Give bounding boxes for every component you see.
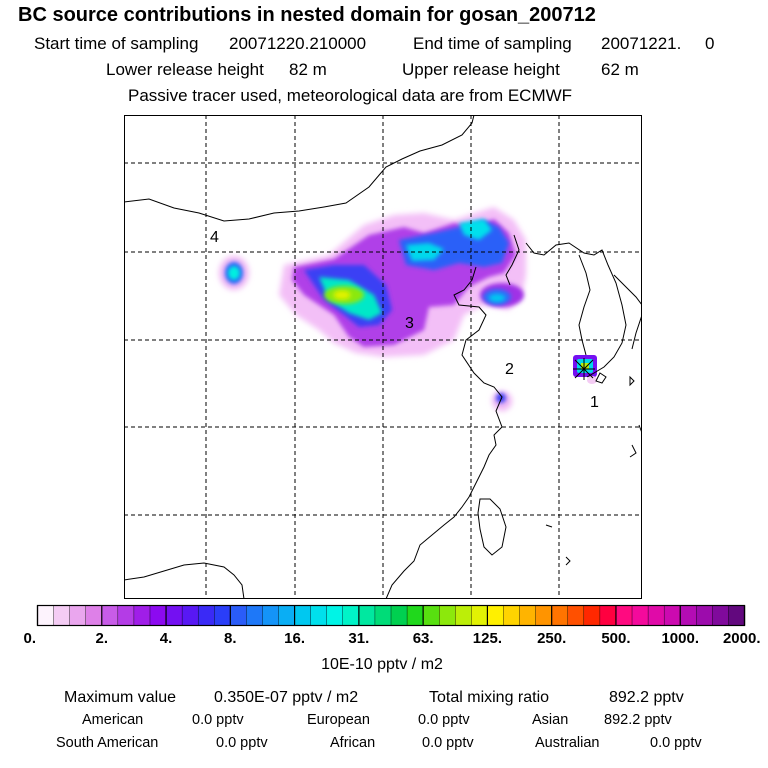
colorbar-cell bbox=[390, 605, 408, 626]
lower-height-label: Lower release height bbox=[106, 60, 264, 79]
source-contribution-map: 1 2 3 4 bbox=[124, 115, 642, 599]
colorbar-cell bbox=[599, 605, 617, 626]
south-american-value: 0.0 pptv bbox=[216, 735, 268, 751]
colorbar-cell bbox=[439, 605, 456, 626]
colorbar-cell bbox=[567, 605, 585, 626]
colorbar-cell bbox=[101, 605, 119, 626]
total-mixing-value: 892.2 pptv bbox=[609, 689, 684, 706]
colorbar-cell bbox=[165, 605, 183, 626]
colorbar-cell bbox=[310, 605, 328, 626]
colorbar-cell bbox=[680, 605, 697, 626]
colorbar-cell bbox=[712, 605, 730, 626]
colorbar-cell bbox=[503, 605, 521, 626]
colorbar-tick-label: 31. bbox=[348, 630, 369, 647]
lower-height-value: 82 m bbox=[289, 60, 327, 79]
colorbar-tick-labels: 0. 2. 4. 8. 16. 31. 63. 125. 250. 500. 1000. 2000. bbox=[24, 630, 761, 647]
colorbar-cell bbox=[535, 605, 553, 626]
colorbar-cell bbox=[728, 605, 746, 626]
colorbar-tick-label: 250. bbox=[537, 630, 566, 647]
european-value: 0.0 pptv bbox=[418, 712, 470, 728]
european-label: European bbox=[307, 712, 370, 728]
upper-height-value: 62 m bbox=[601, 60, 639, 79]
map-frame bbox=[124, 115, 642, 599]
receptor-star-icon bbox=[573, 358, 595, 380]
colorbar-cell bbox=[246, 605, 264, 626]
colorbar-tick-label: 0. bbox=[24, 630, 37, 647]
colorbar-cell bbox=[278, 605, 296, 626]
colorbar-cell bbox=[471, 605, 489, 626]
african-value: 0.0 pptv bbox=[422, 735, 474, 751]
region-label-2: 2 bbox=[505, 361, 514, 378]
colorbar-cell bbox=[487, 605, 505, 626]
colorbar-tick-label: 2. bbox=[96, 630, 109, 647]
colorbar-cell bbox=[181, 605, 199, 626]
end-time-value: 20071221. 0 bbox=[601, 34, 715, 53]
asian-label: Asian bbox=[532, 712, 569, 728]
colorbar-cell bbox=[342, 605, 360, 626]
coastlines bbox=[124, 115, 642, 599]
figure-title: BC source contributions in nested domain… bbox=[18, 4, 596, 26]
colorbar: 0. 2. 4. 8. 16. 31. 63. 125. 250. 500. 1000. 2000. … bbox=[24, 604, 761, 673]
colorbar-cell bbox=[519, 605, 537, 626]
start-time-label: Start time of sampling bbox=[34, 34, 199, 53]
american-value: 0.0 pptv bbox=[192, 712, 244, 728]
colorbar-tick-label: 2000. bbox=[723, 630, 761, 647]
colorbar-cell bbox=[374, 605, 392, 626]
colorbar-tick-label: 63. bbox=[413, 630, 434, 647]
colorbar-cell bbox=[406, 605, 424, 626]
colorbar-cell bbox=[262, 605, 280, 626]
lat-lon-grid bbox=[124, 115, 642, 599]
colorbar-tick-label: 1000. bbox=[661, 630, 699, 647]
end-time-label: End time of sampling bbox=[413, 34, 572, 53]
max-value: 0.350E-07 pptv / m2 bbox=[214, 689, 359, 706]
colorbar-cell bbox=[117, 605, 135, 626]
region-label-1: 1 bbox=[590, 394, 599, 411]
colorbar-tick-label: 16. bbox=[284, 630, 305, 647]
colorbar-cell bbox=[294, 605, 312, 626]
colorbar-cell bbox=[696, 605, 713, 626]
colorbar-cell bbox=[647, 605, 665, 626]
start-time-value: 20071220.210000 bbox=[229, 34, 367, 53]
colorbar-cell bbox=[37, 605, 55, 626]
colorbar-cell bbox=[631, 605, 649, 626]
colorbar-cell bbox=[663, 605, 681, 626]
colorbar-frame bbox=[36, 604, 746, 627]
plume-peak bbox=[324, 286, 364, 304]
colorbar-cell bbox=[197, 605, 215, 626]
colorbar-tick-label: 125. bbox=[473, 630, 502, 647]
australian-value: 0.0 pptv bbox=[650, 735, 702, 751]
asian-value: 892.2 pptv bbox=[604, 712, 672, 728]
colorbar-cell bbox=[615, 605, 633, 626]
colorbar-cell bbox=[326, 605, 344, 626]
colorbar-major-ticks bbox=[36, 605, 746, 626]
colorbar-tick-label: 8. bbox=[224, 630, 237, 647]
colorbar-cell bbox=[422, 605, 440, 626]
colorbar-cell bbox=[85, 605, 103, 626]
colorbar-tick-label: 4. bbox=[160, 630, 173, 647]
max-value-label: Maximum value bbox=[64, 689, 177, 706]
colorbar-cell bbox=[133, 605, 151, 626]
upper-height-label: Upper release height bbox=[402, 60, 560, 79]
region-label-3: 3 bbox=[405, 315, 414, 332]
colorbar-cell bbox=[230, 605, 247, 626]
colorbar-cell bbox=[149, 605, 167, 626]
australian-label: Australian bbox=[535, 735, 600, 751]
colorbar-cell bbox=[358, 605, 376, 626]
african-label: African bbox=[330, 735, 376, 751]
colorbar-cell bbox=[455, 605, 472, 626]
colorbar-tick-label: 500. bbox=[601, 630, 630, 647]
colorbar-cell bbox=[583, 605, 601, 626]
colorbar-cell bbox=[69, 605, 87, 626]
region-label-4: 4 bbox=[210, 229, 219, 246]
colorbar-unit: 10E-10 pptv / m2 bbox=[321, 656, 443, 673]
south-american-label: South American bbox=[56, 735, 159, 751]
american-label: American bbox=[82, 712, 144, 728]
total-mixing-label: Total mixing ratio bbox=[429, 689, 550, 706]
tracer-note: Passive tracer used, meteorological data… bbox=[128, 86, 573, 105]
colorbar-cell bbox=[214, 605, 231, 626]
colorbar-cells bbox=[37, 605, 746, 626]
colorbar-cell bbox=[53, 605, 71, 626]
colorbar-cell bbox=[551, 605, 569, 626]
